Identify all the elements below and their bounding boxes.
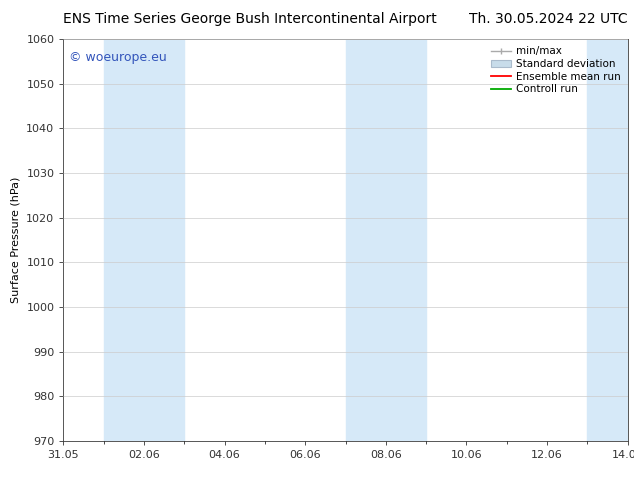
Text: ENS Time Series George Bush Intercontinental Airport: ENS Time Series George Bush Intercontine…: [63, 12, 437, 26]
Bar: [587, 39, 634, 441]
Legend: min/max, Standard deviation, Ensemble mean run, Controll run: min/max, Standard deviation, Ensemble me…: [489, 45, 623, 97]
Bar: [346, 39, 426, 441]
Y-axis label: Surface Pressure (hPa): Surface Pressure (hPa): [11, 177, 21, 303]
Bar: [104, 39, 184, 441]
Text: Th. 30.05.2024 22 UTC: Th. 30.05.2024 22 UTC: [469, 12, 628, 26]
Text: © woeurope.eu: © woeurope.eu: [69, 51, 167, 64]
